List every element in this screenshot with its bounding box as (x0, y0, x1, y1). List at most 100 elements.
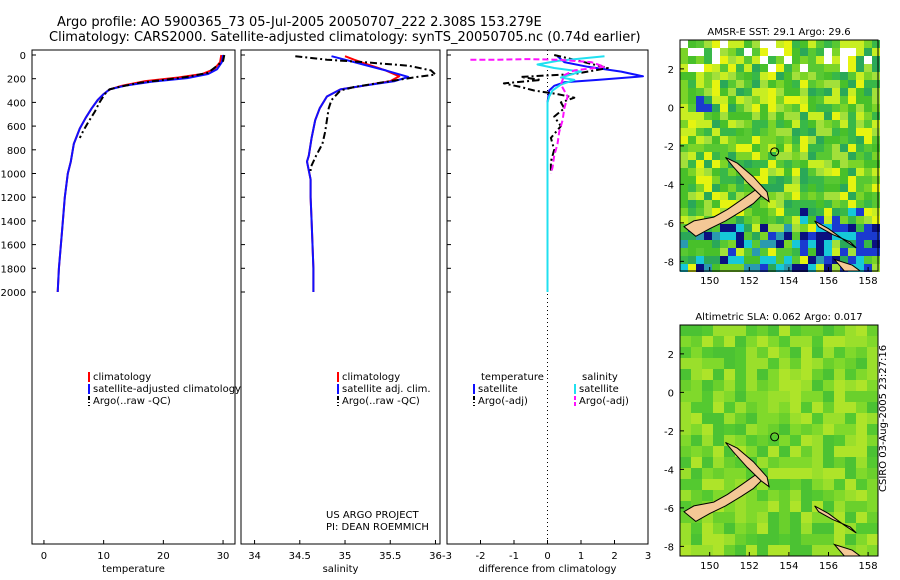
map-cell-sla (856, 325, 867, 336)
map-cell-sst (696, 104, 704, 112)
map-cell-sla (691, 523, 702, 534)
map-y-tick-label-sst: -2 (664, 142, 674, 153)
map-cell-sst (688, 48, 696, 56)
map-cell-sst (856, 192, 864, 200)
map-cell-sst (768, 208, 776, 216)
map-cell-sst (712, 104, 720, 112)
map-cell-sst (872, 152, 880, 160)
map-cell-sst (800, 120, 808, 128)
map-cell-sst (704, 136, 712, 144)
map-cell-sst (832, 88, 840, 96)
map-cell-sla (768, 424, 779, 435)
x-tick-label-salinity: 34 (248, 551, 261, 562)
map-cell-sst (712, 136, 720, 144)
map-cell-sst (720, 240, 728, 248)
map-cell-sst (872, 56, 880, 64)
map-cell-sla (757, 413, 768, 424)
map-cell-sst (712, 56, 720, 64)
map-cell-sst (824, 184, 832, 192)
map-cell-sst (840, 232, 848, 240)
map-cell-sst (768, 48, 776, 56)
map-cell-sst (712, 128, 720, 136)
map-cell-sst (696, 248, 704, 256)
map-cell-sst (752, 72, 760, 80)
map-cell-sst (736, 256, 744, 264)
map-cell-sst (864, 64, 872, 72)
map-cell-sst (736, 80, 744, 88)
map-cell-sst (720, 256, 728, 264)
map-cell-sst (744, 72, 752, 80)
map-cell-sla (735, 413, 746, 424)
map-cell-sst (720, 40, 728, 48)
title-line-1: Argo profile: AO 5900365_73 05-Jul-2005 … (57, 15, 542, 30)
map-cell-sst (872, 176, 880, 184)
map-cell-sla (702, 523, 713, 534)
map-y-tick-label-sst: 2 (668, 65, 674, 76)
map-cell-sla (702, 336, 713, 347)
map-cell-sst (800, 40, 808, 48)
map-cell-sst (824, 112, 832, 120)
map-cell-sst (784, 64, 792, 72)
float-position-marker-sst (770, 147, 780, 157)
map-cell-sst (784, 168, 792, 176)
map-cell-sst (832, 120, 840, 128)
map-cell-sla (845, 336, 856, 347)
map-cell-sla (735, 501, 746, 512)
map-cell-sst (840, 120, 848, 128)
map-cell-sst (680, 176, 688, 184)
map-cell-sla (801, 391, 812, 402)
map-cell-sst (720, 136, 728, 144)
map-cell-sla (867, 369, 878, 380)
map-cell-sst (816, 144, 824, 152)
x-tick-label-difference: -1 (509, 551, 519, 562)
map-cell-sst (784, 240, 792, 248)
map-cell-sst (816, 232, 824, 240)
map-cell-sst (728, 200, 736, 208)
map-cell-sst (736, 144, 744, 152)
map-cell-sst (760, 208, 768, 216)
x-tick-label-salinity: 35 (339, 551, 352, 562)
map-cell-sst (816, 168, 824, 176)
map-cell-sst (728, 128, 736, 136)
map-cell-sst (776, 208, 784, 216)
map-cell-sla (790, 347, 801, 358)
map-cell-sst (792, 240, 800, 248)
map-cell-sst (736, 216, 744, 224)
map-cell-sla (823, 369, 834, 380)
map-cell-sla (845, 446, 856, 457)
map-cell-sla (834, 534, 845, 545)
map-cell-sst (696, 160, 704, 168)
map-cell-sla (790, 380, 801, 391)
map-cell-sst (808, 144, 816, 152)
map-cell-sst (776, 160, 784, 168)
map-cell-sst (728, 72, 736, 80)
map-cell-sst (696, 144, 704, 152)
map-cell-sla (735, 402, 746, 413)
map-cell-sst (680, 160, 688, 168)
map-cell-sst (768, 136, 776, 144)
map-cell-sst (784, 184, 792, 192)
map-cell-sst (744, 64, 752, 72)
map-cell-sst (760, 240, 768, 248)
map-cell-sla (856, 479, 867, 490)
map-cell-sst (816, 128, 824, 136)
map-y-tick-label-sst: -6 (664, 219, 674, 230)
map-cell-sst (800, 48, 808, 56)
map-cell-sst (784, 264, 792, 272)
map-cell-sla (724, 347, 735, 358)
map-cell-sla (856, 446, 867, 457)
map-cell-sst (688, 128, 696, 136)
map-cell-sst (728, 96, 736, 104)
map-cell-sla (768, 490, 779, 501)
map-cell-sst (720, 192, 728, 200)
map-cell-sla (845, 468, 856, 479)
map-cell-sst (848, 136, 856, 144)
map-cell-sst (728, 256, 736, 264)
map-cell-sst (768, 40, 776, 48)
map-cell-sst (848, 128, 856, 136)
map-cell-sst (696, 120, 704, 128)
map-cell-sst (792, 40, 800, 48)
map-cell-sst (680, 48, 688, 56)
map-cell-sst (752, 168, 760, 176)
map-cell-sst (856, 48, 864, 56)
